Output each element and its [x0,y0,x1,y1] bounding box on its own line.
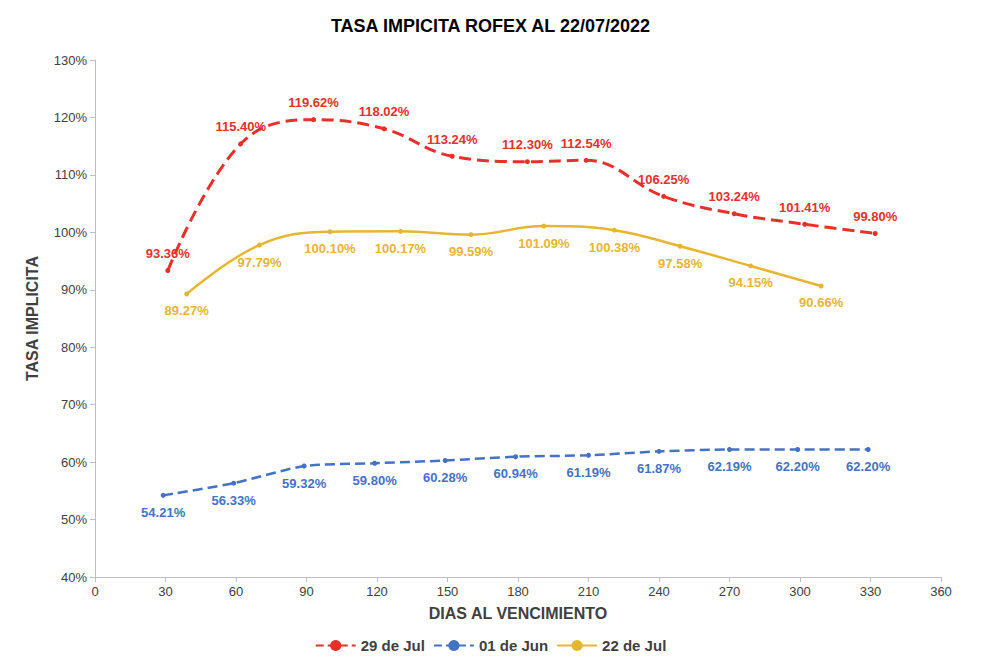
svg-text:112.54%: 112.54% [561,136,612,151]
svg-text:29 de Jul: 29 de Jul [361,637,425,654]
svg-text:112.30%: 112.30% [502,137,553,152]
svg-text:99.80%: 99.80% [853,209,898,224]
svg-text:110%: 110% [55,167,88,182]
svg-text:TASA IMPICITA ROFEX AL 22/07/2: TASA IMPICITA ROFEX AL 22/07/2022 [331,16,650,36]
svg-text:210: 210 [578,584,600,599]
svg-text:01 de Jun: 01 de Jun [479,637,548,654]
svg-text:62.20%: 62.20% [846,459,891,474]
svg-text:180: 180 [507,584,529,599]
svg-text:120: 120 [366,584,388,599]
svg-text:119.62%: 119.62% [288,95,339,110]
svg-text:330: 330 [860,584,882,599]
svg-text:101.41%: 101.41% [779,200,831,215]
svg-text:118.02%: 118.02% [359,104,410,119]
svg-text:TASA IMPLICITA: TASA IMPLICITA [24,256,41,381]
svg-text:60.28%: 60.28% [423,470,468,485]
svg-text:59.80%: 59.80% [353,473,398,488]
svg-text:270: 270 [719,584,741,599]
svg-text:120%: 120% [54,110,88,125]
svg-text:40%: 40% [61,570,87,585]
svg-text:90%: 90% [61,282,87,297]
svg-text:100.10%: 100.10% [304,241,356,256]
svg-text:93.36%: 93.36% [146,246,191,261]
svg-text:60%: 60% [61,455,87,470]
svg-text:100%: 100% [54,225,88,240]
svg-text:94.15%: 94.15% [729,275,774,290]
svg-text:60.94%: 60.94% [494,466,539,481]
svg-text:62.19%: 62.19% [707,459,752,474]
svg-text:130%: 130% [54,53,88,68]
svg-text:30: 30 [158,584,172,599]
svg-text:54.21%: 54.21% [141,505,186,520]
svg-text:59.32%: 59.32% [282,476,327,491]
svg-text:150: 150 [437,584,459,599]
svg-text:62.20%: 62.20% [776,459,821,474]
svg-text:0: 0 [91,584,98,599]
svg-text:60: 60 [229,584,243,599]
svg-text:61.87%: 61.87% [637,461,682,476]
svg-text:115.40%: 115.40% [215,119,266,134]
svg-text:50%: 50% [61,512,87,527]
svg-text:103.24%: 103.24% [709,189,761,204]
svg-text:61.19%: 61.19% [566,465,611,480]
svg-text:90.66%: 90.66% [799,295,844,310]
svg-text:DIAS AL VENCIMIENTO: DIAS AL VENCIMIENTO [429,605,607,622]
svg-text:101.09%: 101.09% [518,236,570,251]
svg-text:97.79%: 97.79% [237,255,282,270]
svg-text:100.17%: 100.17% [375,241,427,256]
svg-text:99.59%: 99.59% [449,244,494,259]
svg-text:56.33%: 56.33% [212,493,257,508]
svg-text:70%: 70% [61,397,87,412]
svg-text:360: 360 [930,584,952,599]
svg-text:22 de Jul: 22 de Jul [602,637,666,654]
svg-text:300: 300 [789,584,811,599]
svg-text:100.38%: 100.38% [589,240,641,255]
svg-text:89.27%: 89.27% [165,303,210,318]
svg-text:106.25%: 106.25% [638,172,690,187]
svg-text:80%: 80% [61,340,87,355]
svg-text:240: 240 [648,584,670,599]
svg-text:90: 90 [299,584,313,599]
svg-text:97.58%: 97.58% [658,256,703,271]
svg-text:113.24%: 113.24% [427,132,478,147]
